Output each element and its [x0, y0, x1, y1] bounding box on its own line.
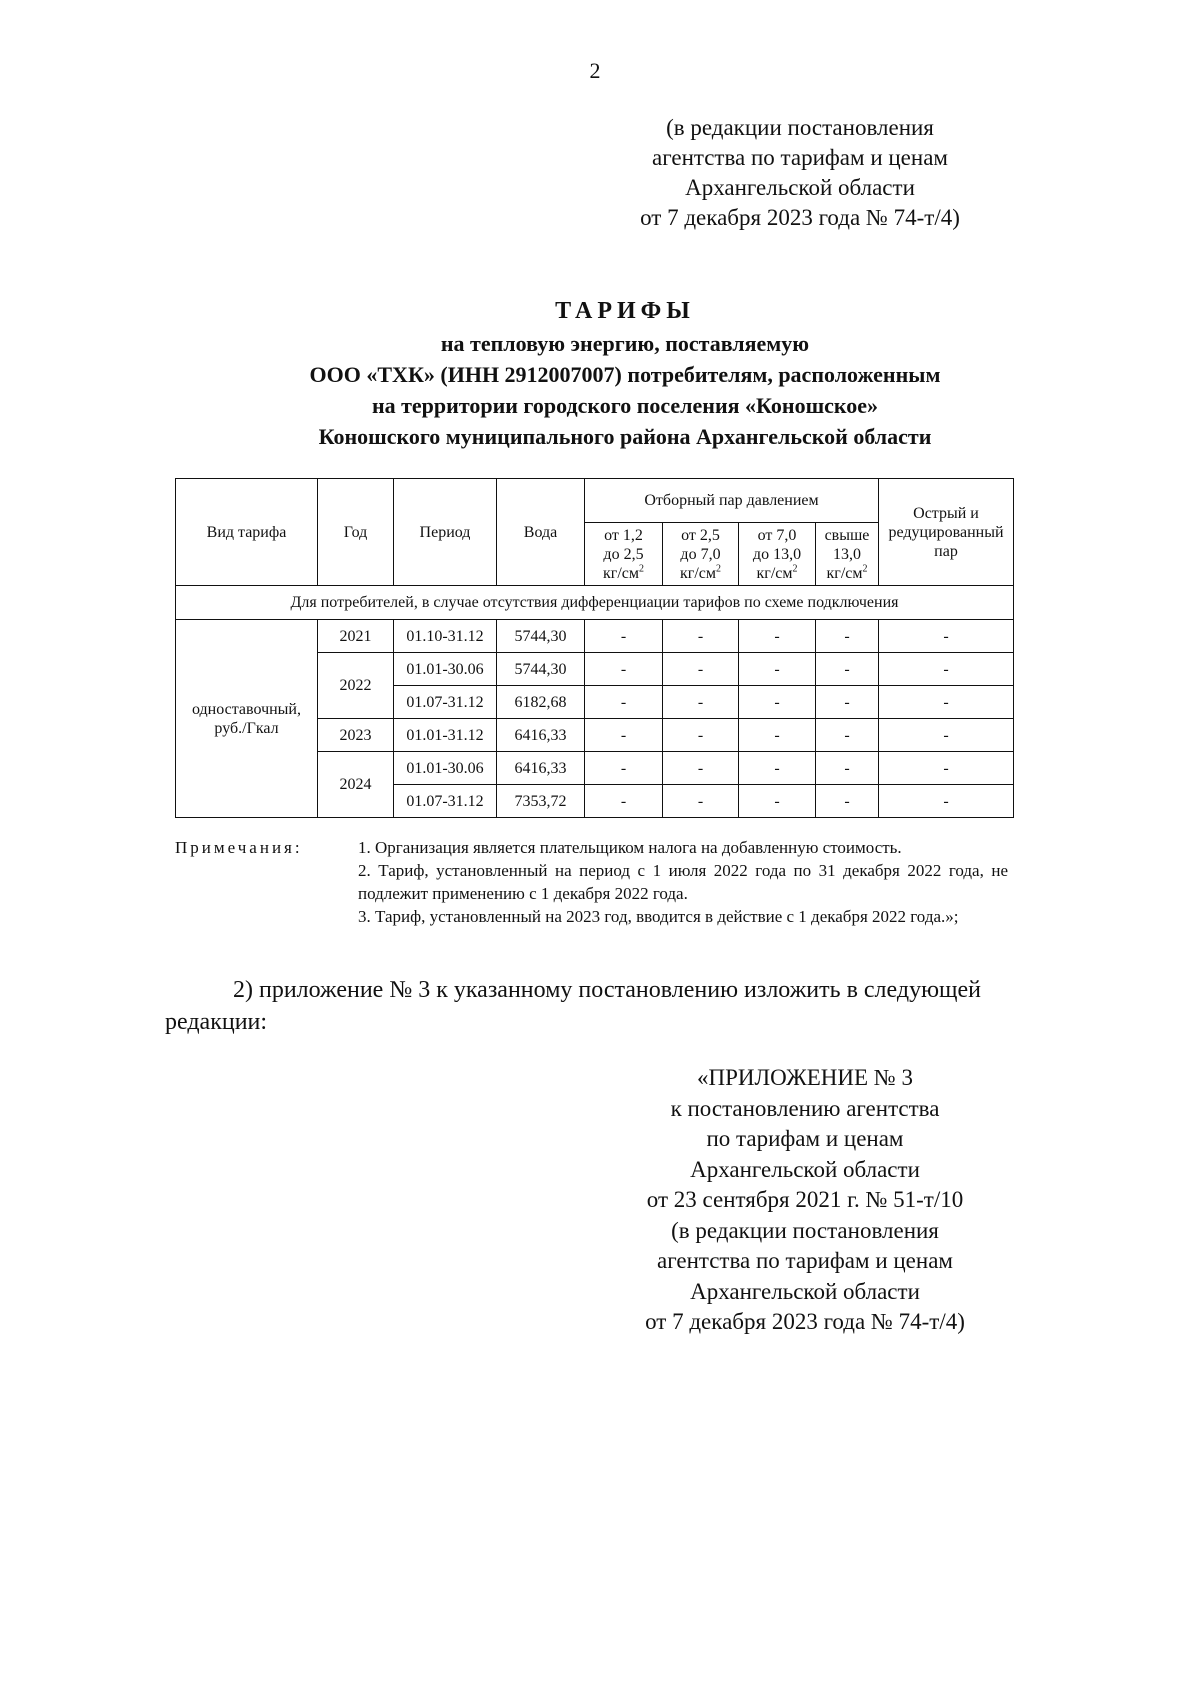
title-line: на территории городского поселения «Коно…	[371, 393, 879, 418]
steam-cell: -	[584, 619, 663, 653]
appendix-line: Архангельской области	[690, 1278, 920, 1304]
paragraph-2: 2) приложение № 3 к указанному постановл…	[165, 977, 981, 1035]
steam-cell: -	[662, 751, 739, 785]
appendix-line: «ПРИЛОЖЕНИЕ № 3	[696, 1065, 914, 1090]
year-cell: 2021	[317, 619, 394, 653]
header-line: агентства по тарифам и ценам	[652, 145, 948, 170]
steam-cell: -	[584, 652, 663, 686]
notes-label: Примечания:	[175, 838, 303, 857]
tariff-type-cell: одноставочный, руб./Гкал	[175, 619, 318, 818]
section-row: Для потребителей, в случае отсутствия ди…	[175, 585, 1014, 620]
appendix-line: к постановлению агентства	[670, 1095, 940, 1121]
water-cell: 6416,33	[496, 751, 585, 785]
steam-cell: -	[662, 619, 739, 653]
steam-cell: -	[878, 619, 1014, 653]
steam-cell: -	[878, 784, 1014, 818]
steam-cell: -	[662, 784, 739, 818]
table-row: 01.07-31.12 7353,72- - - - -	[176, 784, 1014, 818]
header-sharp-steam: Острый и редуцированный пар	[878, 478, 1014, 586]
header-steam-2: от 2,5 до 7,0 кг/см2	[662, 522, 739, 586]
table-row: 2022 01.01-30.06 5744,30- - - - -	[176, 652, 1014, 719]
steam-cell: -	[738, 652, 816, 686]
title-line: Коношского муниципального района Арханге…	[318, 424, 932, 449]
appendix-line: по тарифам и ценам	[706, 1126, 904, 1151]
year-cell: 2022	[317, 652, 394, 719]
header-steam-group: Отборный пар давлением	[584, 478, 879, 523]
steam-cell: -	[738, 718, 816, 752]
period-cell: 01.07-31.12	[393, 685, 497, 719]
header-steam-4: свыше 13,0 кг/см2	[815, 522, 879, 586]
steam-cell: -	[815, 652, 879, 686]
appendix-line: от 23 сентября 2021 г. № 51-т/10	[646, 1187, 964, 1212]
steam-cell: -	[878, 685, 1014, 719]
period-cell: 01.07-31.12	[393, 784, 497, 818]
steam-cell: -	[584, 784, 663, 818]
header-line: Архангельской области	[685, 175, 915, 200]
steam-cell: -	[738, 784, 816, 818]
steam-cell: -	[815, 718, 879, 752]
appendix-line: от 7 декабря 2023 года № 74-т/4)	[645, 1309, 965, 1334]
steam-cell: -	[878, 718, 1014, 752]
note-item: 2. Тариф, установленный на период с 1 ию…	[358, 861, 1008, 903]
water-cell: 6182,68	[496, 685, 585, 719]
steam-cell: -	[815, 784, 879, 818]
title-lines: на тепловую энергию, поставляемую ООО «Т…	[150, 328, 1100, 452]
appendix-block: «ПРИЛОЖЕНИЕ № 3 к постановлению агентств…	[600, 1063, 1010, 1338]
steam-cell: -	[662, 652, 739, 686]
year-cell: 2024	[317, 751, 394, 818]
steam-cell: -	[662, 685, 739, 719]
steam-cell: -	[662, 718, 739, 752]
header-line: от 7 декабря 2023 года № 74-т/4)	[640, 205, 960, 230]
steam-cell: -	[738, 619, 816, 653]
steam-cell: -	[738, 751, 816, 785]
header-line: (в редакции постановления	[666, 115, 934, 140]
steam-cell: -	[584, 751, 663, 785]
water-cell: 6416,33	[496, 718, 585, 752]
appendix-line: (в редакции постановления	[671, 1217, 939, 1243]
steam-cell: -	[815, 619, 879, 653]
table-row: 01.07-31.12 6182,68- - - - -	[176, 685, 1014, 719]
notes-list: 1. Организация является плательщиком нал…	[358, 836, 1008, 928]
steam-cell: -	[815, 685, 879, 719]
page-number: 2	[589, 58, 601, 83]
steam-cell: -	[738, 685, 816, 719]
steam-cell: -	[584, 685, 663, 719]
water-cell: 7353,72	[496, 784, 585, 818]
header-period: Период	[393, 478, 497, 586]
period-cell: 01.10-31.12	[393, 619, 497, 653]
header-year: Год	[317, 478, 394, 586]
header-block: (в редакции постановления агентства по т…	[600, 113, 1000, 233]
steam-cell: -	[878, 652, 1014, 686]
period-cell: 01.01-30.06	[393, 751, 497, 785]
period-cell: 01.01-31.12	[393, 718, 497, 752]
water-cell: 5744,30	[496, 619, 585, 653]
title-line: на тепловую энергию, поставляемую	[440, 331, 810, 356]
header-type: Вид тарифа	[175, 478, 318, 586]
tariff-table: Вид тарифа Год Период Вода Отборный пар …	[175, 478, 1014, 818]
steam-cell: -	[584, 718, 663, 752]
steam-cell: -	[815, 751, 879, 785]
year-cell: 2023	[317, 718, 394, 752]
note-item: 3. Тариф, установленный на 2023 год, вво…	[358, 907, 959, 926]
header-steam-1: от 1,2 до 2,5 кг/см2	[584, 522, 663, 586]
header-water: Вода	[496, 478, 585, 586]
table-row: одноставочный, руб./Гкал 2021 01.10-31.12 5…	[175, 619, 1014, 818]
appendix-line: агентства по тарифам и ценам	[657, 1248, 953, 1273]
water-cell: 5744,30	[496, 652, 585, 686]
title-main: ТАРИФЫ	[555, 298, 695, 324]
table-row: 2024 01.01-30.06 6416,33- - - - -	[176, 751, 1014, 818]
header-steam-3: от 7,0 до 13,0 кг/см2	[738, 522, 816, 586]
appendix-line: Архангельской области	[690, 1156, 920, 1182]
steam-cell: -	[878, 751, 1014, 785]
note-item: 1. Организация является плательщиком нал…	[358, 838, 902, 857]
period-cell: 01.01-30.06	[393, 652, 497, 686]
title-line: ООО «ТХК» (ИНН 2912007007) потребителям,…	[309, 362, 941, 387]
